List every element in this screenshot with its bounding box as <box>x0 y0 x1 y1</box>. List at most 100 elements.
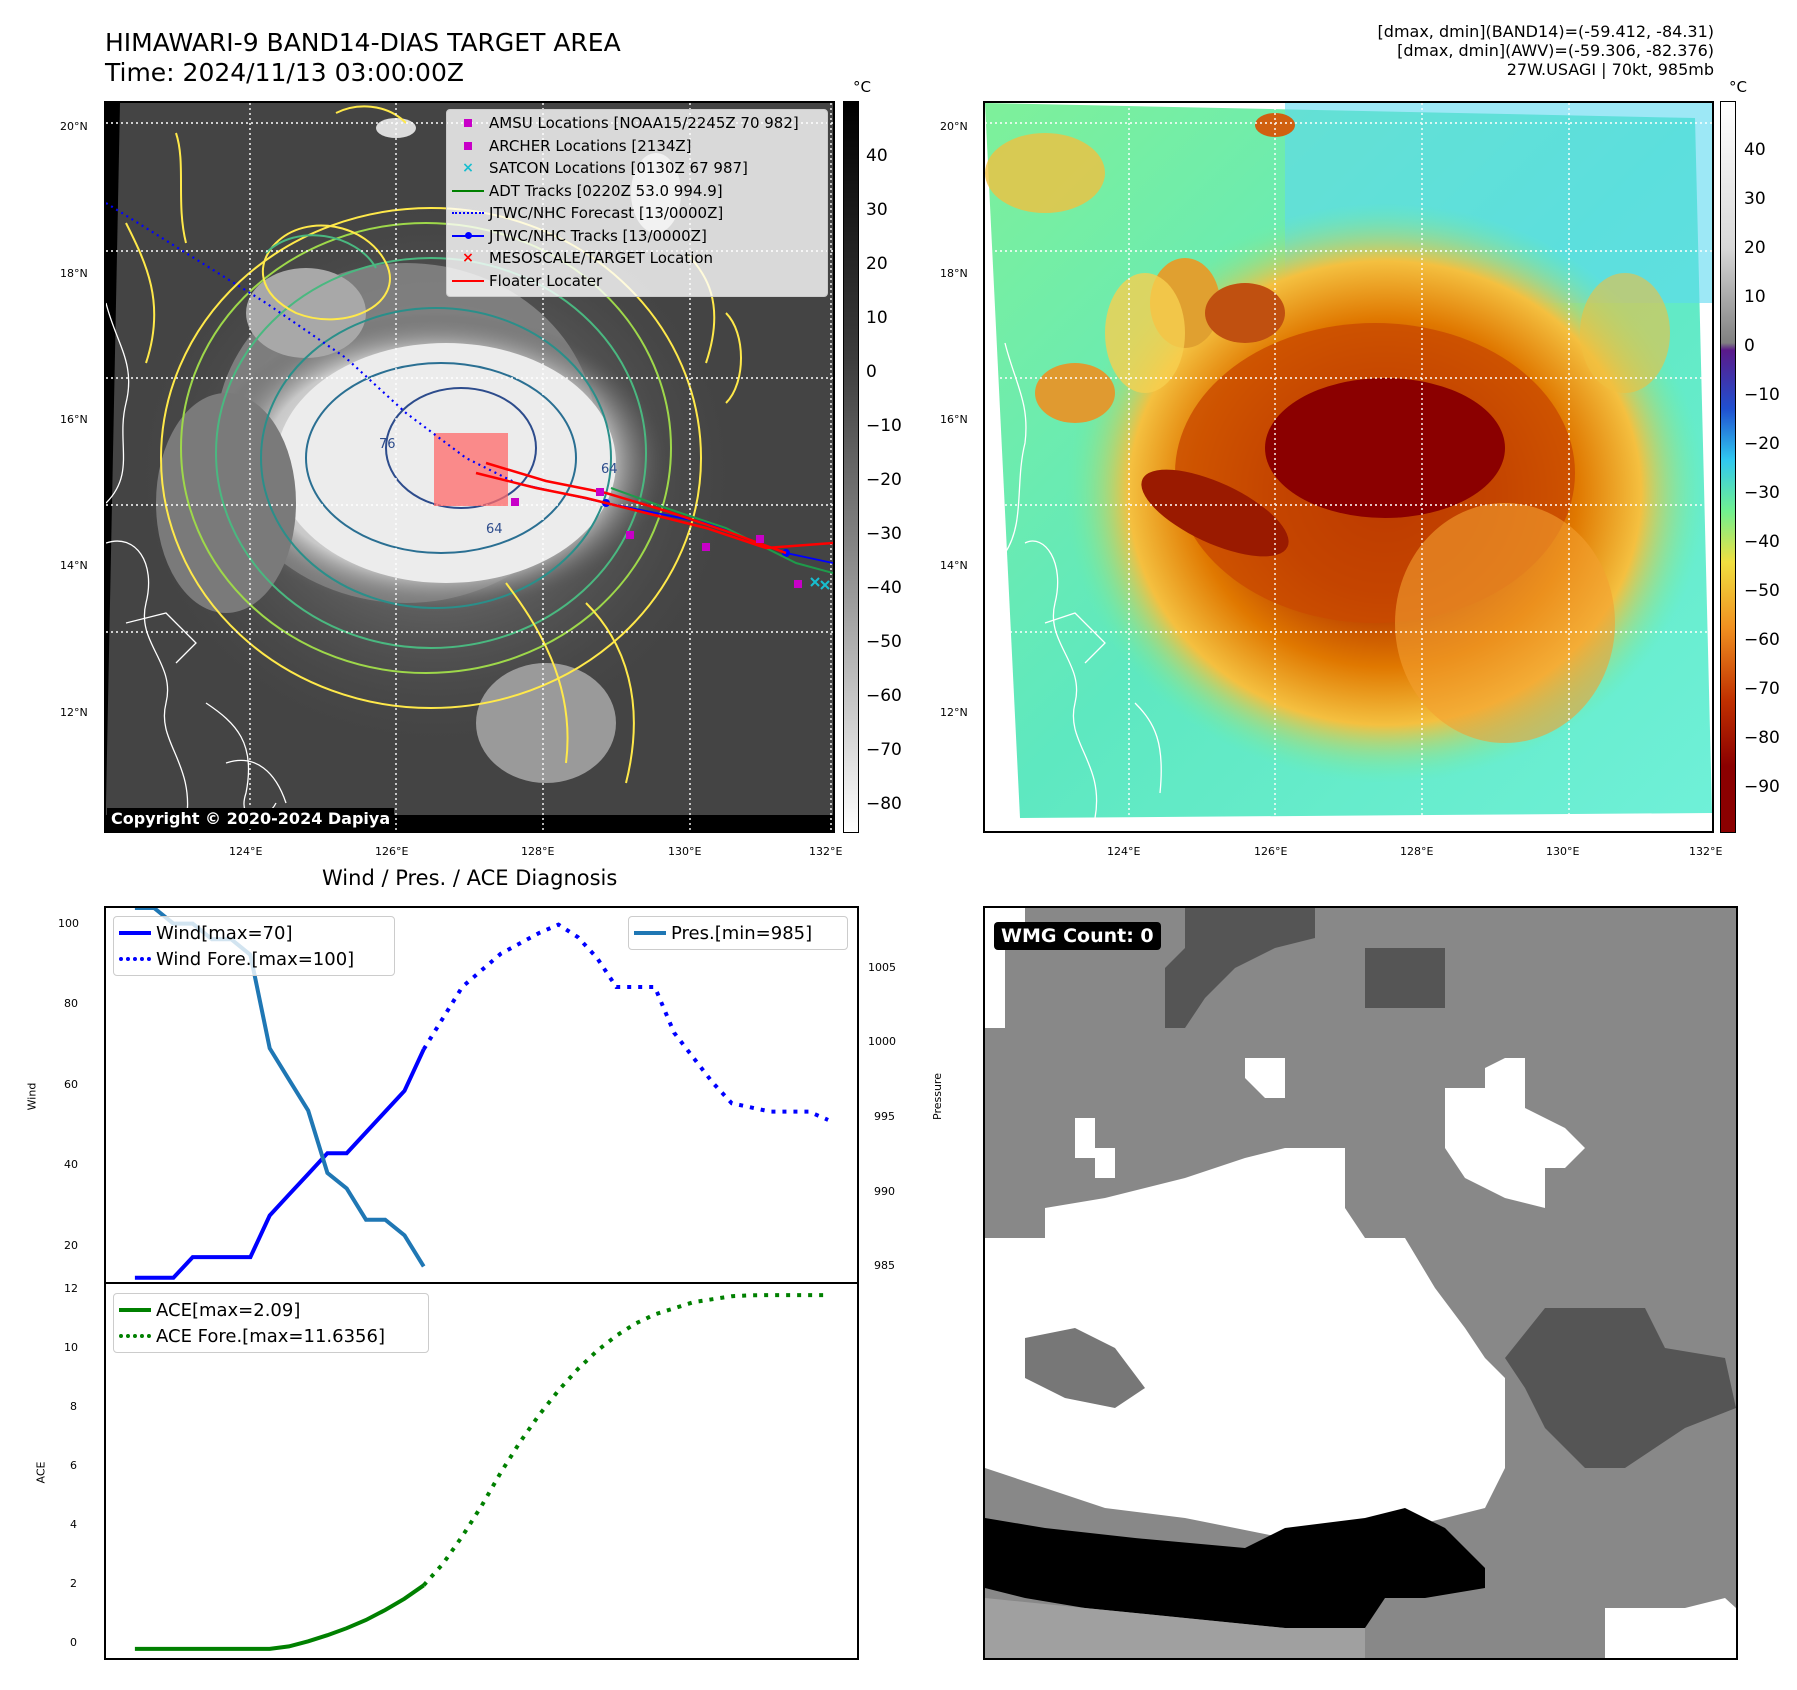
legend-wind-fore: Wind Fore.[max=100] <box>114 946 394 972</box>
legend-ace-fore: ACE Fore.[max=11.6356] <box>114 1323 428 1349</box>
legend-pres: Pres.[min=985] <box>629 920 847 946</box>
wmg-count-badge: WMG Count: 0 <box>994 922 1161 950</box>
wind-tick-20: 20 <box>64 1239 78 1252</box>
pres-tick-995: 995 <box>874 1110 895 1123</box>
wind-tick-60: 60 <box>64 1078 78 1091</box>
legend-item-tracks: JTWC/NHC Tracks [13/0000Z] <box>447 225 827 248</box>
legend-item-floater: Floater Locater <box>447 270 827 293</box>
ace-ylabel: ACE <box>34 1461 48 1484</box>
lat-tick-12-r: 12°N <box>940 706 968 719</box>
wind-tick-100: 100 <box>58 917 79 930</box>
lat-tick-14: 14°N <box>60 559 88 572</box>
legend-item-amsu: AMSU Locations [NOAA15/2245Z 70 982] <box>447 112 827 135</box>
ace-tick-12: 12 <box>64 1282 78 1295</box>
ace-series-line <box>134 1583 425 1651</box>
lat-tick-20-r: 20°N <box>940 120 968 133</box>
lat-tick-14-r: 14°N <box>940 559 968 572</box>
legend-item-target: × MESOSCALE/TARGET Location <box>447 247 827 270</box>
dotted-line-icon <box>114 1334 156 1338</box>
line-icon <box>114 931 156 935</box>
title-line-2: Time: 2024/11/13 03:00:00Z <box>105 58 464 87</box>
legend-item-archer: ARCHER Locations [2134Z] <box>447 135 827 158</box>
lat-tick-18-r: 18°N <box>940 267 968 280</box>
ace-tick-10: 10 <box>64 1341 78 1354</box>
pres-ylabel: Pressure <box>930 1073 944 1120</box>
x-marker-icon: × <box>462 160 474 177</box>
ace-forecast-series-line <box>422 1293 829 1587</box>
ace-tick-8: 8 <box>70 1400 77 1413</box>
line-icon <box>114 1308 156 1312</box>
colorbar-color-unit: °C <box>1729 78 1747 96</box>
satcon-markers <box>810 577 830 590</box>
lon-tick-130: 130°E <box>668 845 702 858</box>
pressure-legend: Pres.[min=985] <box>628 916 848 950</box>
ace-tick-0: 0 <box>70 1636 77 1649</box>
ir-color-imagery <box>985 103 1712 831</box>
ace-legend: ACE[max=2.09] ACE Fore.[max=11.6356] <box>113 1293 429 1353</box>
amsu-archer-markers <box>511 488 802 588</box>
stats-block: [dmax, dmin](BAND14)=(-59.412, -84.31) [… <box>1378 22 1714 79</box>
lon-tick-132-r: 132°E <box>1689 845 1723 858</box>
title-line-1: HIMAWARI-9 BAND14-DIAS TARGET AREA <box>105 28 621 57</box>
line-icon <box>447 189 489 192</box>
legend-wind: Wind[max=70] <box>114 920 394 946</box>
ace-tick-2: 2 <box>70 1577 77 1590</box>
square-marker-icon <box>447 119 489 128</box>
line-icon <box>629 931 671 935</box>
wind-forecast-series-line <box>421 922 829 1122</box>
wmg-panel <box>983 906 1738 1660</box>
ace-plot <box>134 1293 829 1651</box>
ir-color-map <box>983 101 1714 833</box>
colorbar-color <box>1720 101 1736 833</box>
lon-tick-126-r: 126°E <box>1254 845 1288 858</box>
stats-line-3: 27W.USAGI | 70kt, 985mb <box>1506 60 1714 79</box>
lon-tick-130-r: 130°E <box>1546 845 1580 858</box>
lat-tick-16: 16°N <box>60 413 88 426</box>
adt-track <box>610 487 833 574</box>
pres-tick-1005: 1005 <box>868 961 896 974</box>
lat-tick-16-r: 16°N <box>940 413 968 426</box>
wind-tick-40: 40 <box>64 1158 78 1171</box>
target-area-box <box>434 433 508 506</box>
pres-tick-1000: 1000 <box>868 1035 896 1048</box>
wind-tick-80: 80 <box>64 997 78 1010</box>
figure-title: HIMAWARI-9 BAND14-DIAS TARGET AREA Time:… <box>105 28 621 88</box>
pres-tick-985: 985 <box>874 1259 895 1272</box>
ace-tick-4: 4 <box>70 1518 77 1531</box>
x-marker-icon: × <box>462 250 474 267</box>
pres-tick-990: 990 <box>874 1185 895 1198</box>
lat-tick-12: 12°N <box>60 706 88 719</box>
colorbar-gray-unit: °C <box>853 78 871 96</box>
lon-tick-124-r: 124°E <box>1107 845 1141 858</box>
lon-tick-128: 128°E <box>521 845 555 858</box>
lon-tick-124: 124°E <box>229 845 263 858</box>
legend-item-forecast: JTWC/NHC Forecast [13/0000Z] <box>447 202 827 225</box>
floater-locater <box>475 461 833 555</box>
dotted-line-icon <box>114 957 156 961</box>
dotted-line-icon <box>447 212 489 215</box>
wind-ylabel: Wind <box>25 1082 39 1111</box>
ace-tick-6: 6 <box>70 1459 77 1472</box>
diagnosis-title: Wind / Pres. / ACE Diagnosis <box>322 866 618 890</box>
legend-ace: ACE[max=2.09] <box>114 1297 428 1323</box>
lon-tick-126: 126°E <box>375 845 409 858</box>
wind-legend: Wind[max=70] Wind Fore.[max=100] <box>113 916 395 976</box>
lat-tick-18: 18°N <box>60 267 88 280</box>
lon-tick-132: 132°E <box>809 845 843 858</box>
legend-item-adt: ADT Tracks [0220Z 53.0 994.9] <box>447 180 827 203</box>
lon-tick-128-r: 128°E <box>1400 845 1434 858</box>
legend-item-satcon: × SATCON Locations [0130Z 67 987] <box>447 157 827 180</box>
stats-line-1: [dmax, dmin](BAND14)=(-59.412, -84.31) <box>1377 22 1714 41</box>
wmg-raster <box>985 908 1736 1658</box>
line-dot-icon <box>447 232 489 240</box>
wind-series-line <box>134 1048 426 1280</box>
map-legend: AMSU Locations [NOAA15/2245Z 70 982] ARC… <box>446 109 828 297</box>
contour-label-76: 76 <box>379 437 396 452</box>
copyright-label: Copyright © 2020-2024 Dapiya <box>107 808 395 829</box>
contour-label-64-b: 64 <box>486 522 503 537</box>
ace-axes <box>104 1282 859 1660</box>
ir-grayscale-map: 76 64 64 AMSU Locations [NOAA15/2245Z 70… <box>104 101 835 833</box>
lat-tick-20: 20°N <box>60 120 88 133</box>
stats-line-2: [dmax, dmin](AWV)=(-59.306, -82.376) <box>1397 41 1714 60</box>
colorbar-gray <box>843 101 859 833</box>
